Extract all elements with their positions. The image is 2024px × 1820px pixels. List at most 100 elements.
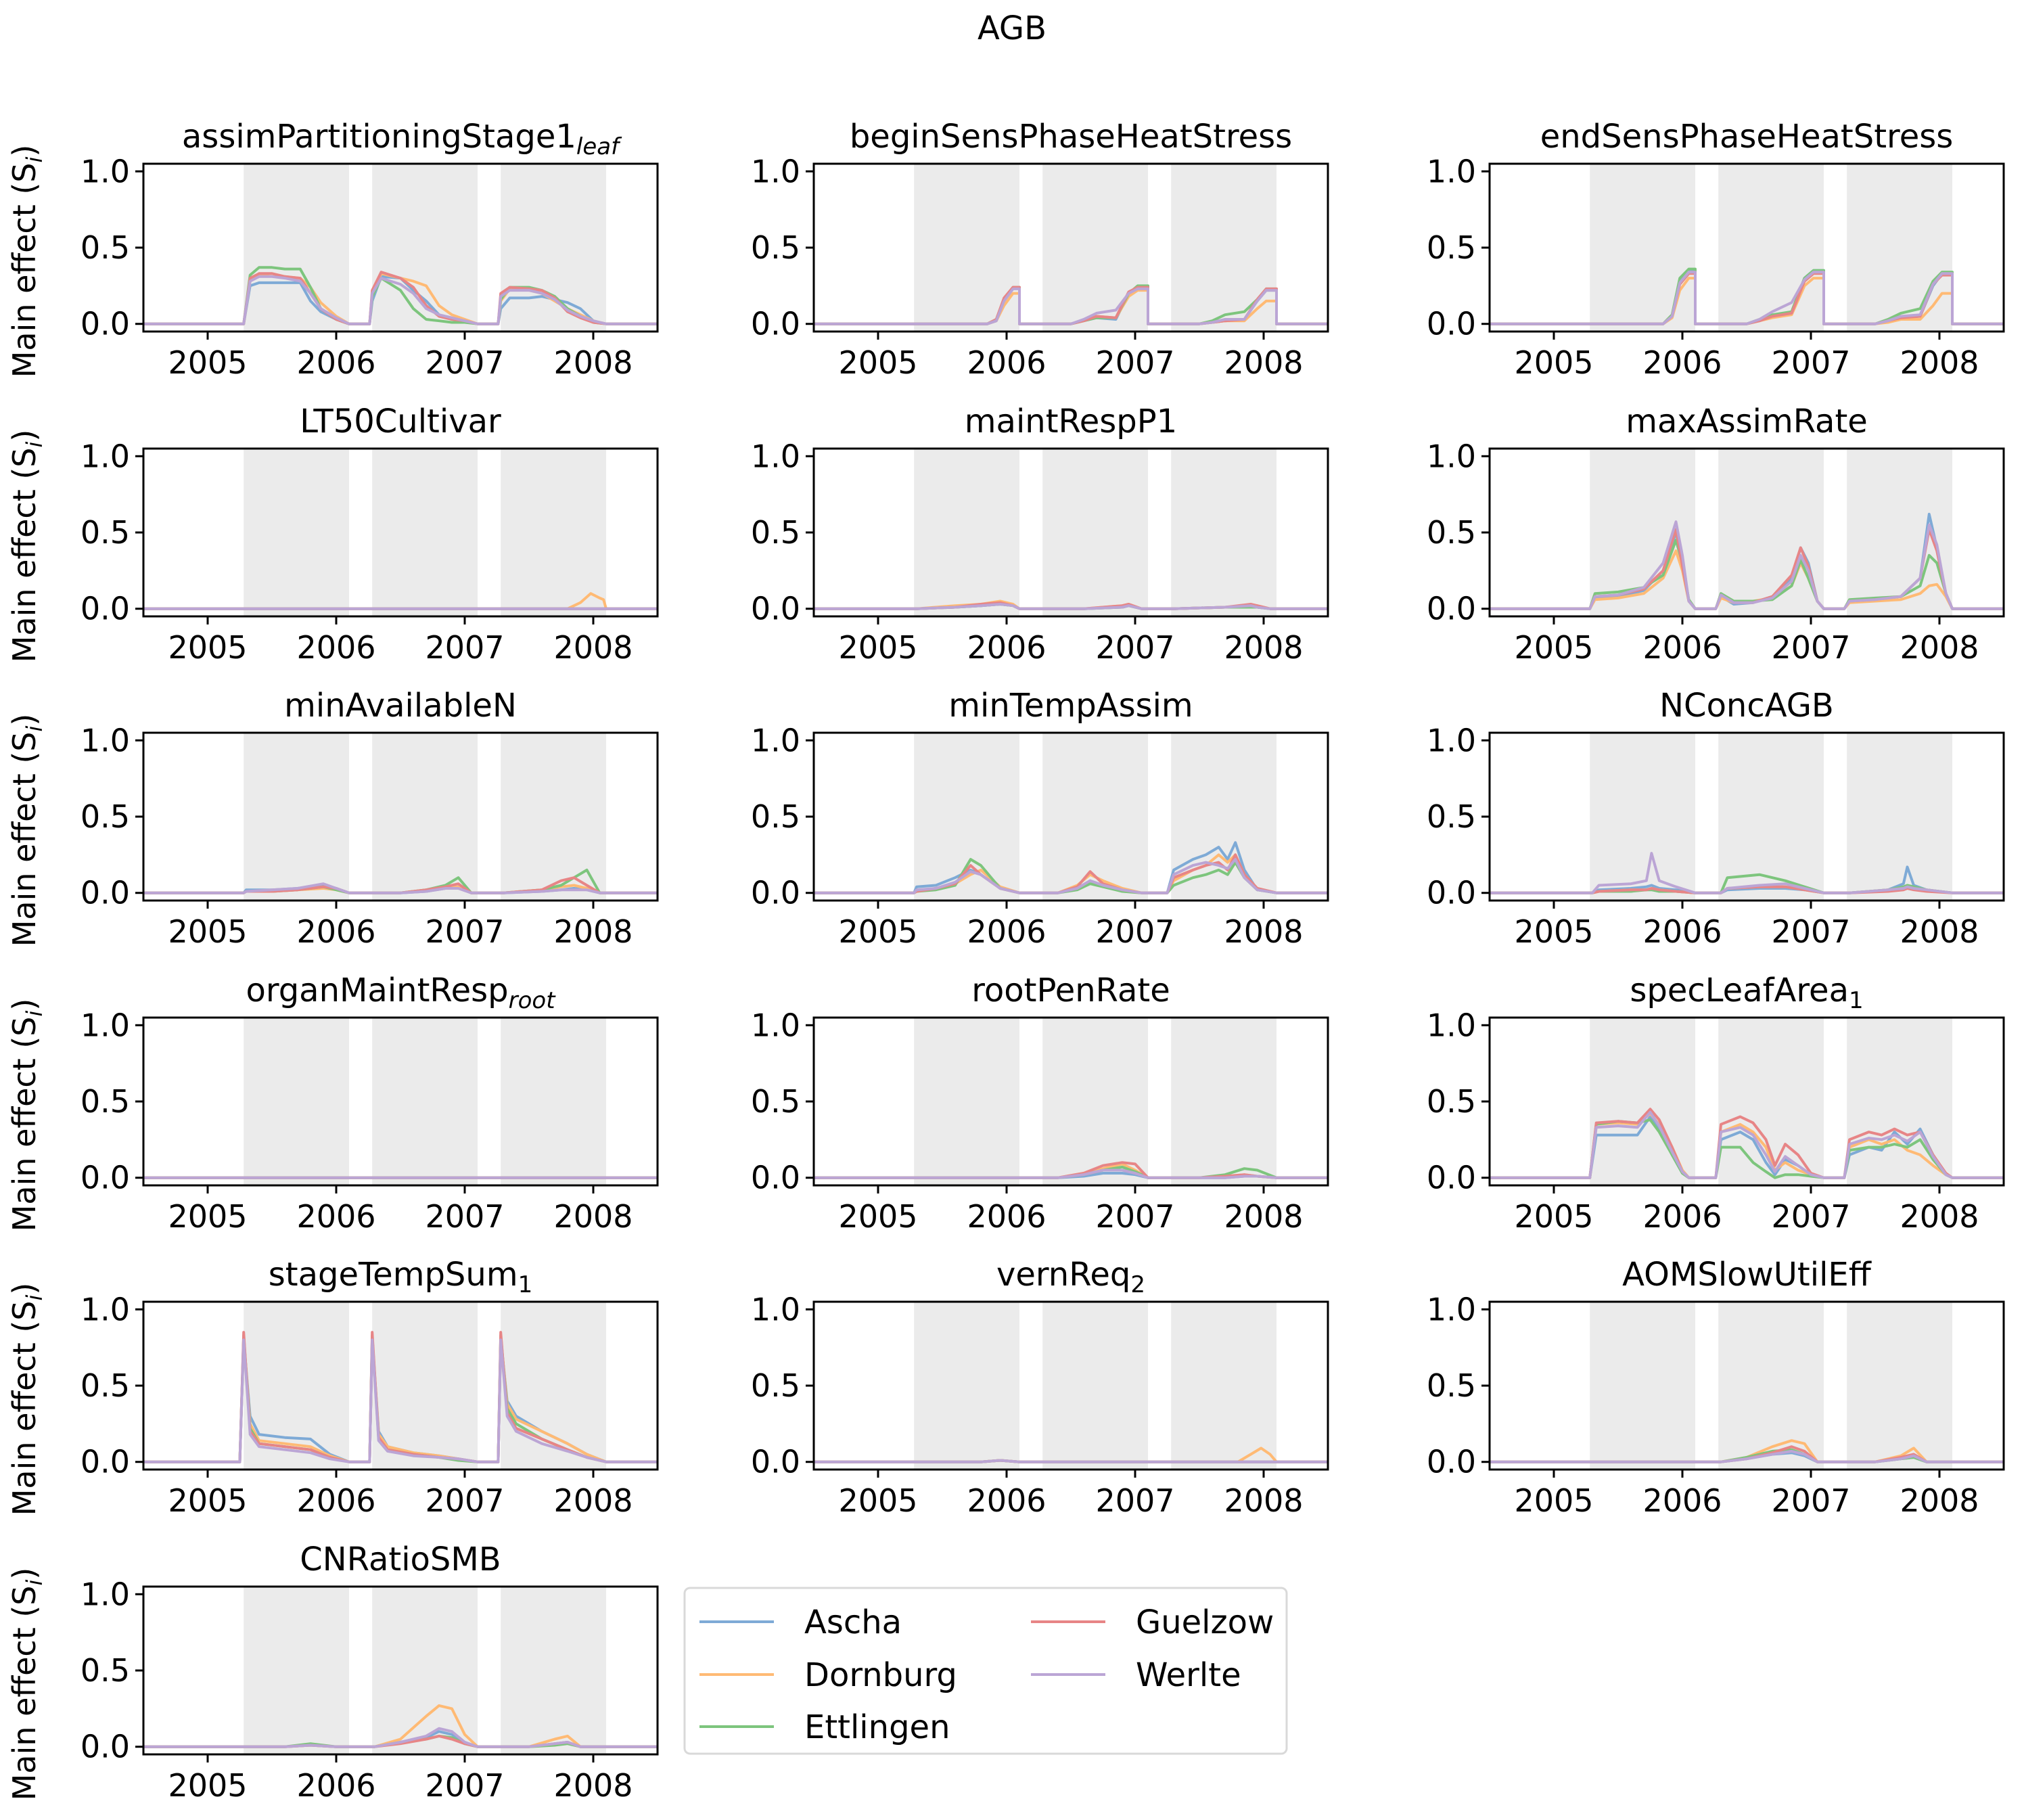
season-band (1590, 1302, 1695, 1470)
x-tick-label: 2008 (1900, 1482, 1979, 1519)
y-tick-label: 0.0 (1427, 306, 1476, 342)
season-band (1171, 1018, 1276, 1185)
x-tick-label: 2008 (553, 1767, 632, 1804)
x-tick-label: 2007 (425, 1198, 504, 1235)
season-band (1590, 1018, 1695, 1185)
y-tick-label: 1.0 (80, 438, 130, 474)
season-band (1042, 164, 1148, 332)
y-tick-label: 0.5 (1427, 1367, 1476, 1404)
series-line-ascha (1490, 865, 2004, 894)
legend-label: Ascha (804, 1603, 902, 1641)
panel-title: organMaintResproot (246, 972, 556, 1014)
season-band (1171, 449, 1276, 616)
y-axis-label: Main effect (Si) (6, 1568, 47, 1801)
season-band (501, 164, 606, 332)
x-tick-label: 2007 (1095, 1482, 1174, 1519)
series-line-werlte (143, 882, 658, 894)
y-tick-label: 1.0 (1427, 438, 1476, 474)
y-tick-label: 1.0 (1427, 153, 1476, 189)
legend-item-dornburg: Dornburg (699, 1656, 957, 1694)
x-tick-label: 2005 (1514, 913, 1593, 950)
y-tick-label: 0.5 (80, 514, 130, 551)
x-tick-label: 2006 (1642, 1482, 1722, 1519)
series-line-werlte (814, 1459, 1328, 1463)
x-tick-label: 2008 (1900, 344, 1979, 381)
season-band (244, 164, 349, 332)
series-line-dornburg (1490, 277, 2004, 325)
x-tick-label: 2008 (553, 1198, 632, 1235)
x-tick-label: 2008 (1224, 913, 1303, 950)
panel-p5: 0.0 0.5 1.0 2005 2006 2007 2008 maintRespP1 (751, 403, 1329, 666)
legend-label: Guelzow (1136, 1603, 1274, 1641)
season-band (501, 449, 606, 616)
y-tick-label: 0.0 (80, 591, 130, 627)
panel-p10: 0.0 0.5 1.0 2005 2006 2007 2008 organMaintRespr… (6, 972, 659, 1235)
y-tick-label: 0.0 (1427, 1160, 1476, 1196)
x-tick-label: 2007 (1771, 1198, 1850, 1235)
x-tick-label: 2005 (838, 913, 917, 950)
series-line-guelzow (143, 1331, 658, 1463)
x-tick-label: 2008 (1900, 629, 1979, 666)
series-line-guelzow (1490, 885, 2004, 894)
panel-title: CNRatioSMB (300, 1541, 501, 1578)
series-line-ettlingen (1490, 539, 2004, 610)
panel-title: minAvailableN (284, 687, 517, 725)
x-tick-label: 2006 (1642, 913, 1722, 950)
y-tick-label: 0.5 (751, 1367, 800, 1404)
y-tick-label: 1.0 (751, 153, 800, 189)
x-tick-label: 2008 (1224, 1198, 1303, 1235)
panel-title: specLeafArea1 (1630, 972, 1863, 1014)
legend: Ascha Dornburg Ettlingen Guelzow Werlte (683, 1587, 1288, 1755)
panel-p3: 0.0 0.5 1.0 2005 2006 2007 2008 endSensPhaseHea… (1427, 118, 2005, 381)
x-tick-label: 2007 (1771, 913, 1850, 950)
y-tick-label: 0.0 (751, 591, 800, 627)
legend-label: Dornburg (804, 1656, 957, 1694)
panel-p2: 0.0 0.5 1.0 2005 2006 2007 2008 beginSensPhaseH… (751, 118, 1329, 381)
panel-p9: 0.0 0.5 1.0 2005 2006 2007 2008 NConcAGB (1427, 687, 2005, 950)
x-tick-label: 2005 (168, 1198, 247, 1235)
panel-title: maxAssimRate (1626, 403, 1868, 440)
legend-label: Ettlingen (804, 1708, 950, 1746)
season-band (1718, 449, 1824, 616)
x-tick-label: 2006 (296, 913, 375, 950)
x-tick-label: 2006 (967, 344, 1046, 381)
series-line-guelzow (1490, 1108, 2004, 1179)
series-line-werlte (1490, 520, 2004, 610)
season-band (914, 449, 1019, 616)
season-band (1042, 1302, 1148, 1470)
legend-box (683, 1587, 1288, 1755)
season-band (1847, 449, 1952, 616)
season-band (1171, 1302, 1276, 1470)
series-line-werlte (814, 603, 1328, 610)
y-tick-label: 0.0 (751, 1444, 800, 1480)
panel-p14: 0.0 0.5 1.0 2005 2006 2007 2008 vernReq2 (751, 1256, 1329, 1519)
y-tick-label: 0.5 (751, 798, 800, 835)
y-tick-label: 1.0 (751, 438, 800, 474)
x-tick-label: 2007 (425, 629, 504, 666)
series-line-dornburg (814, 289, 1328, 325)
y-axis-label: Main effect (Si) (6, 145, 47, 378)
x-tick-label: 2006 (296, 344, 375, 381)
x-tick-label: 2007 (425, 1482, 504, 1519)
x-tick-label: 2005 (168, 629, 247, 666)
x-tick-label: 2005 (1514, 1198, 1593, 1235)
panel-title: rootPenRate (971, 972, 1170, 1009)
series-line-ascha (1490, 1115, 2004, 1179)
x-tick-label: 2008 (1900, 1198, 1979, 1235)
y-tick-label: 1.0 (80, 722, 130, 758)
x-tick-label: 2006 (296, 629, 375, 666)
season-band (244, 1018, 349, 1185)
x-tick-label: 2006 (1642, 1198, 1722, 1235)
x-tick-label: 2008 (1224, 629, 1303, 666)
series-line-werlte (143, 1338, 658, 1463)
y-tick-label: 0.0 (751, 306, 800, 342)
season-band (244, 1587, 349, 1754)
figure-title: AGB (978, 9, 1046, 47)
x-tick-label: 2005 (168, 1767, 247, 1804)
y-axis-label: Main effect (Si) (6, 1283, 47, 1516)
panel-title: NConcAGB (1659, 687, 1834, 725)
panel-title: LT50Cultivar (300, 403, 501, 440)
series-line-werlte (1490, 1449, 2004, 1463)
y-tick-label: 0.5 (751, 1083, 800, 1120)
